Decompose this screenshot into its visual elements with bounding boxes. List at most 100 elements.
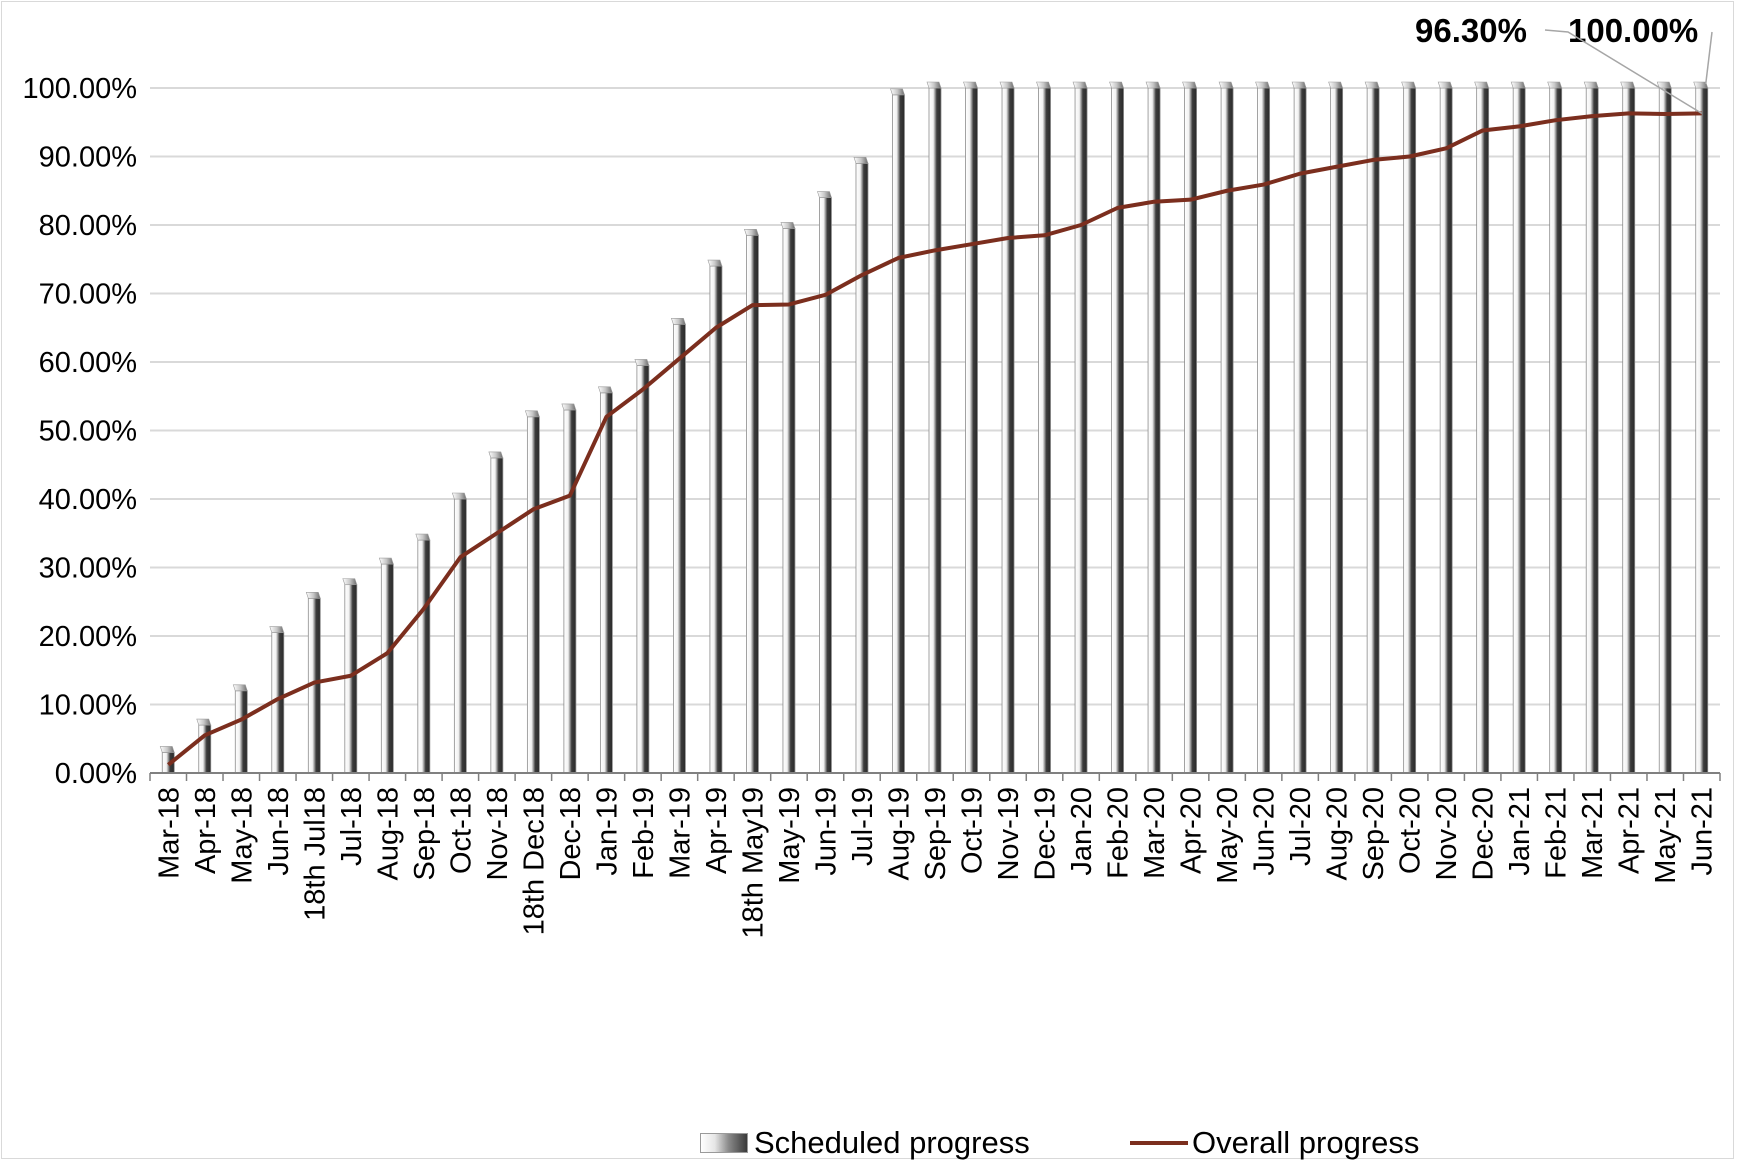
scheduled-bar-cap bbox=[1109, 81, 1124, 89]
scheduled-bar-cap bbox=[890, 88, 905, 96]
chart-legend-line: Overall progress bbox=[1130, 1125, 1419, 1161]
scheduled-bar bbox=[1257, 87, 1271, 774]
scheduled-bar bbox=[1439, 87, 1453, 774]
data-annotations: 96.30% 100.00% bbox=[1415, 12, 1713, 114]
scheduled-bar-cap bbox=[1255, 81, 1271, 89]
y-tick-label: 20.00% bbox=[39, 621, 137, 653]
x-tick-label: Apr-21 bbox=[1614, 787, 1646, 874]
x-tick-label: Dec-19 bbox=[1030, 787, 1062, 881]
x-tick-label: Aug-20 bbox=[1322, 787, 1354, 881]
scheduled-bar bbox=[1512, 87, 1526, 774]
scheduled-bar-cap bbox=[1218, 81, 1234, 89]
scheduled-bar-cap bbox=[524, 410, 540, 418]
x-tick-label: Jul-20 bbox=[1285, 787, 1317, 866]
x-tick-label: Jun-18 bbox=[263, 787, 295, 876]
scheduled-bar bbox=[1111, 87, 1124, 774]
x-tick-label: Nov-18 bbox=[482, 787, 514, 881]
legend-overall-label: Overall progress bbox=[1192, 1125, 1420, 1160]
legend-scheduled-swatch bbox=[700, 1133, 748, 1153]
y-tick-label: 0.00% bbox=[55, 758, 137, 790]
scheduled-bar bbox=[965, 87, 978, 774]
scheduled-bar bbox=[1403, 87, 1417, 774]
y-tick-label: 10.00% bbox=[39, 690, 137, 722]
x-tick-label: Nov-20 bbox=[1431, 787, 1463, 881]
x-tick-label: Dec-18 bbox=[555, 787, 587, 881]
annotation-overall-label: 96.30% bbox=[1415, 12, 1527, 49]
scheduled-bar bbox=[1585, 87, 1599, 774]
x-tick-label: Jul-18 bbox=[336, 787, 368, 866]
scheduled-bar-cap bbox=[196, 718, 212, 726]
scheduled-bar bbox=[819, 197, 832, 774]
annotation-overall-leader bbox=[1544, 29, 1703, 114]
x-tick-label: 18th May19 bbox=[737, 787, 769, 939]
x-tick-label: Mar-21 bbox=[1577, 787, 1609, 879]
scheduled-bar-cap bbox=[1291, 81, 1307, 89]
x-tick-label: Aug-19 bbox=[883, 787, 915, 881]
x-tick-label: Sep-18 bbox=[409, 787, 441, 881]
scheduled-bar-cap bbox=[1510, 81, 1526, 89]
scheduled-bar-cap bbox=[1145, 81, 1161, 89]
x-tick-label: May-21 bbox=[1650, 787, 1682, 884]
x-tick-label: Jun-20 bbox=[1249, 787, 1281, 876]
scheduled-bar bbox=[892, 94, 905, 774]
scheduled-bar-cap bbox=[1328, 81, 1344, 89]
scheduled-bar bbox=[1658, 87, 1672, 774]
y-tick-label: 50.00% bbox=[39, 416, 137, 448]
scheduled-bar-cap bbox=[671, 318, 686, 325]
x-tick-label: Mar-18 bbox=[153, 787, 185, 879]
x-tick-label: Mar-19 bbox=[664, 787, 696, 879]
scheduled-bar-cap bbox=[853, 157, 869, 164]
scheduled-bar-cap bbox=[963, 81, 978, 89]
legend-item-scheduled: Scheduled progress bbox=[700, 1125, 1030, 1161]
scheduled-bar-cap bbox=[926, 81, 942, 89]
x-tick-label: May-19 bbox=[774, 787, 806, 884]
scheduled-bar bbox=[599, 392, 613, 774]
scheduled-bar bbox=[417, 539, 431, 774]
scheduled-bar-cap bbox=[305, 592, 321, 599]
scheduled-bar-cap bbox=[488, 451, 504, 459]
scheduled-bar bbox=[1695, 87, 1709, 774]
scheduled-bar bbox=[1330, 87, 1344, 774]
scheduled-bar-cap bbox=[378, 557, 394, 565]
scheduled-bar-cap bbox=[744, 228, 759, 236]
scheduled-bar-cap bbox=[159, 746, 175, 753]
x-tick-label: Jul-19 bbox=[847, 787, 879, 866]
scheduled-bar-cap bbox=[999, 81, 1015, 89]
x-tick-label: Sep-20 bbox=[1358, 787, 1390, 881]
x-tick-label: Oct-20 bbox=[1395, 787, 1427, 874]
scheduled-bar bbox=[1001, 87, 1015, 774]
x-tick-label: Feb-19 bbox=[628, 787, 660, 879]
scheduled-bar bbox=[1293, 87, 1307, 774]
x-tick-label: Apr-20 bbox=[1176, 787, 1208, 874]
x-tick-label: Feb-21 bbox=[1541, 787, 1573, 879]
scheduled-bar-cap bbox=[1547, 81, 1563, 89]
legend-item-overall: Overall progress bbox=[1130, 1125, 1419, 1161]
scheduled-bar bbox=[928, 87, 942, 774]
x-tick-label: Apr-19 bbox=[701, 787, 733, 874]
scheduled-bar bbox=[1074, 87, 1088, 774]
scheduled-bar bbox=[1476, 87, 1490, 774]
x-tick-label: Sep-19 bbox=[920, 787, 952, 881]
legend-scheduled-label: Scheduled progress bbox=[754, 1125, 1030, 1160]
scheduled-bar-cap bbox=[1474, 81, 1490, 89]
scheduled-bar bbox=[673, 323, 686, 774]
scheduled-bar bbox=[490, 457, 504, 774]
scheduled-progress-bars bbox=[159, 81, 1709, 774]
x-tick-label: Dec-20 bbox=[1468, 787, 1500, 881]
scheduled-bar-cap bbox=[780, 222, 796, 229]
scheduled-bar-cap bbox=[1182, 81, 1197, 89]
scheduled-bar-cap bbox=[1072, 81, 1088, 89]
x-tick-label: Feb-20 bbox=[1103, 787, 1135, 879]
x-tick-label: May-20 bbox=[1212, 787, 1244, 884]
scheduled-bar-cap bbox=[1364, 81, 1380, 89]
x-tick-label: Jun-19 bbox=[810, 787, 842, 876]
scheduled-bar-cap bbox=[1620, 81, 1636, 89]
scheduled-bar bbox=[855, 162, 869, 774]
scheduled-bar-cap bbox=[707, 259, 723, 267]
y-tick-label: 40.00% bbox=[39, 484, 137, 516]
scheduled-bar-cap bbox=[597, 386, 613, 394]
scheduled-bar bbox=[344, 584, 358, 774]
